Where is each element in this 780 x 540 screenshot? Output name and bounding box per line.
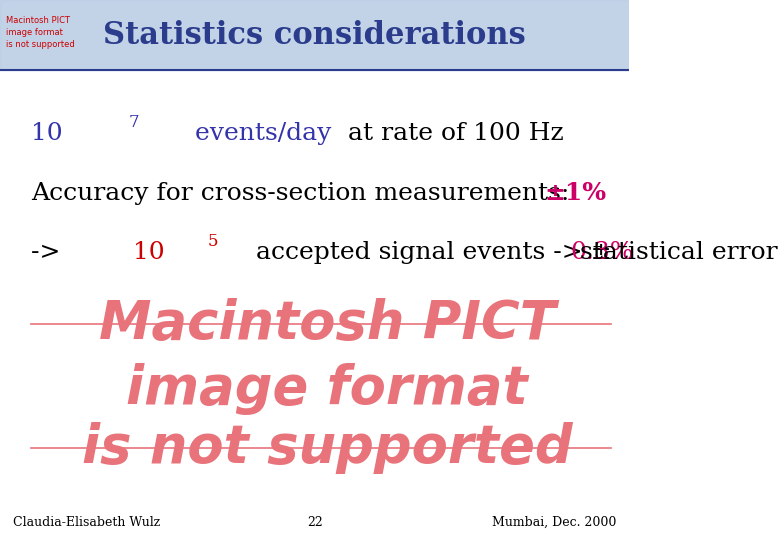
Text: 10: 10 [133, 241, 165, 264]
Bar [0, 0, 629, 70]
Text: Macintosh PICT: Macintosh PICT [6, 16, 70, 25]
Text: Accuracy for cross-section measurements:: Accuracy for cross-section measurements: [31, 182, 578, 205]
Text: 10: 10 [31, 123, 63, 145]
Text: Claudia-Elisabeth Wulz: Claudia-Elisabeth Wulz [12, 516, 160, 529]
Text: image format: image format [6, 28, 63, 37]
Text: ->: -> [31, 241, 69, 264]
Text: events/day: events/day [187, 123, 332, 145]
Text: statistical error: statistical error [572, 241, 778, 264]
Text: ±1%: ±1% [544, 181, 606, 205]
Text: 5: 5 [207, 233, 218, 249]
Text: Statistics considerations: Statistics considerations [103, 19, 526, 51]
Text: is not supported: is not supported [6, 40, 75, 49]
Text: image format: image format [126, 363, 528, 415]
Text: at rate of 100 Hz: at rate of 100 Hz [340, 123, 564, 145]
Text: 7: 7 [129, 114, 139, 131]
Text: Mumbai, Dec. 2000: Mumbai, Dec. 2000 [492, 516, 617, 529]
Text: 22: 22 [307, 516, 323, 529]
Text: 0.3%: 0.3% [571, 241, 634, 264]
Text: Macintosh PICT: Macintosh PICT [99, 298, 555, 350]
Text: is not supported: is not supported [82, 422, 573, 474]
Text: accepted signal events -> ±: accepted signal events -> ± [248, 241, 619, 264]
